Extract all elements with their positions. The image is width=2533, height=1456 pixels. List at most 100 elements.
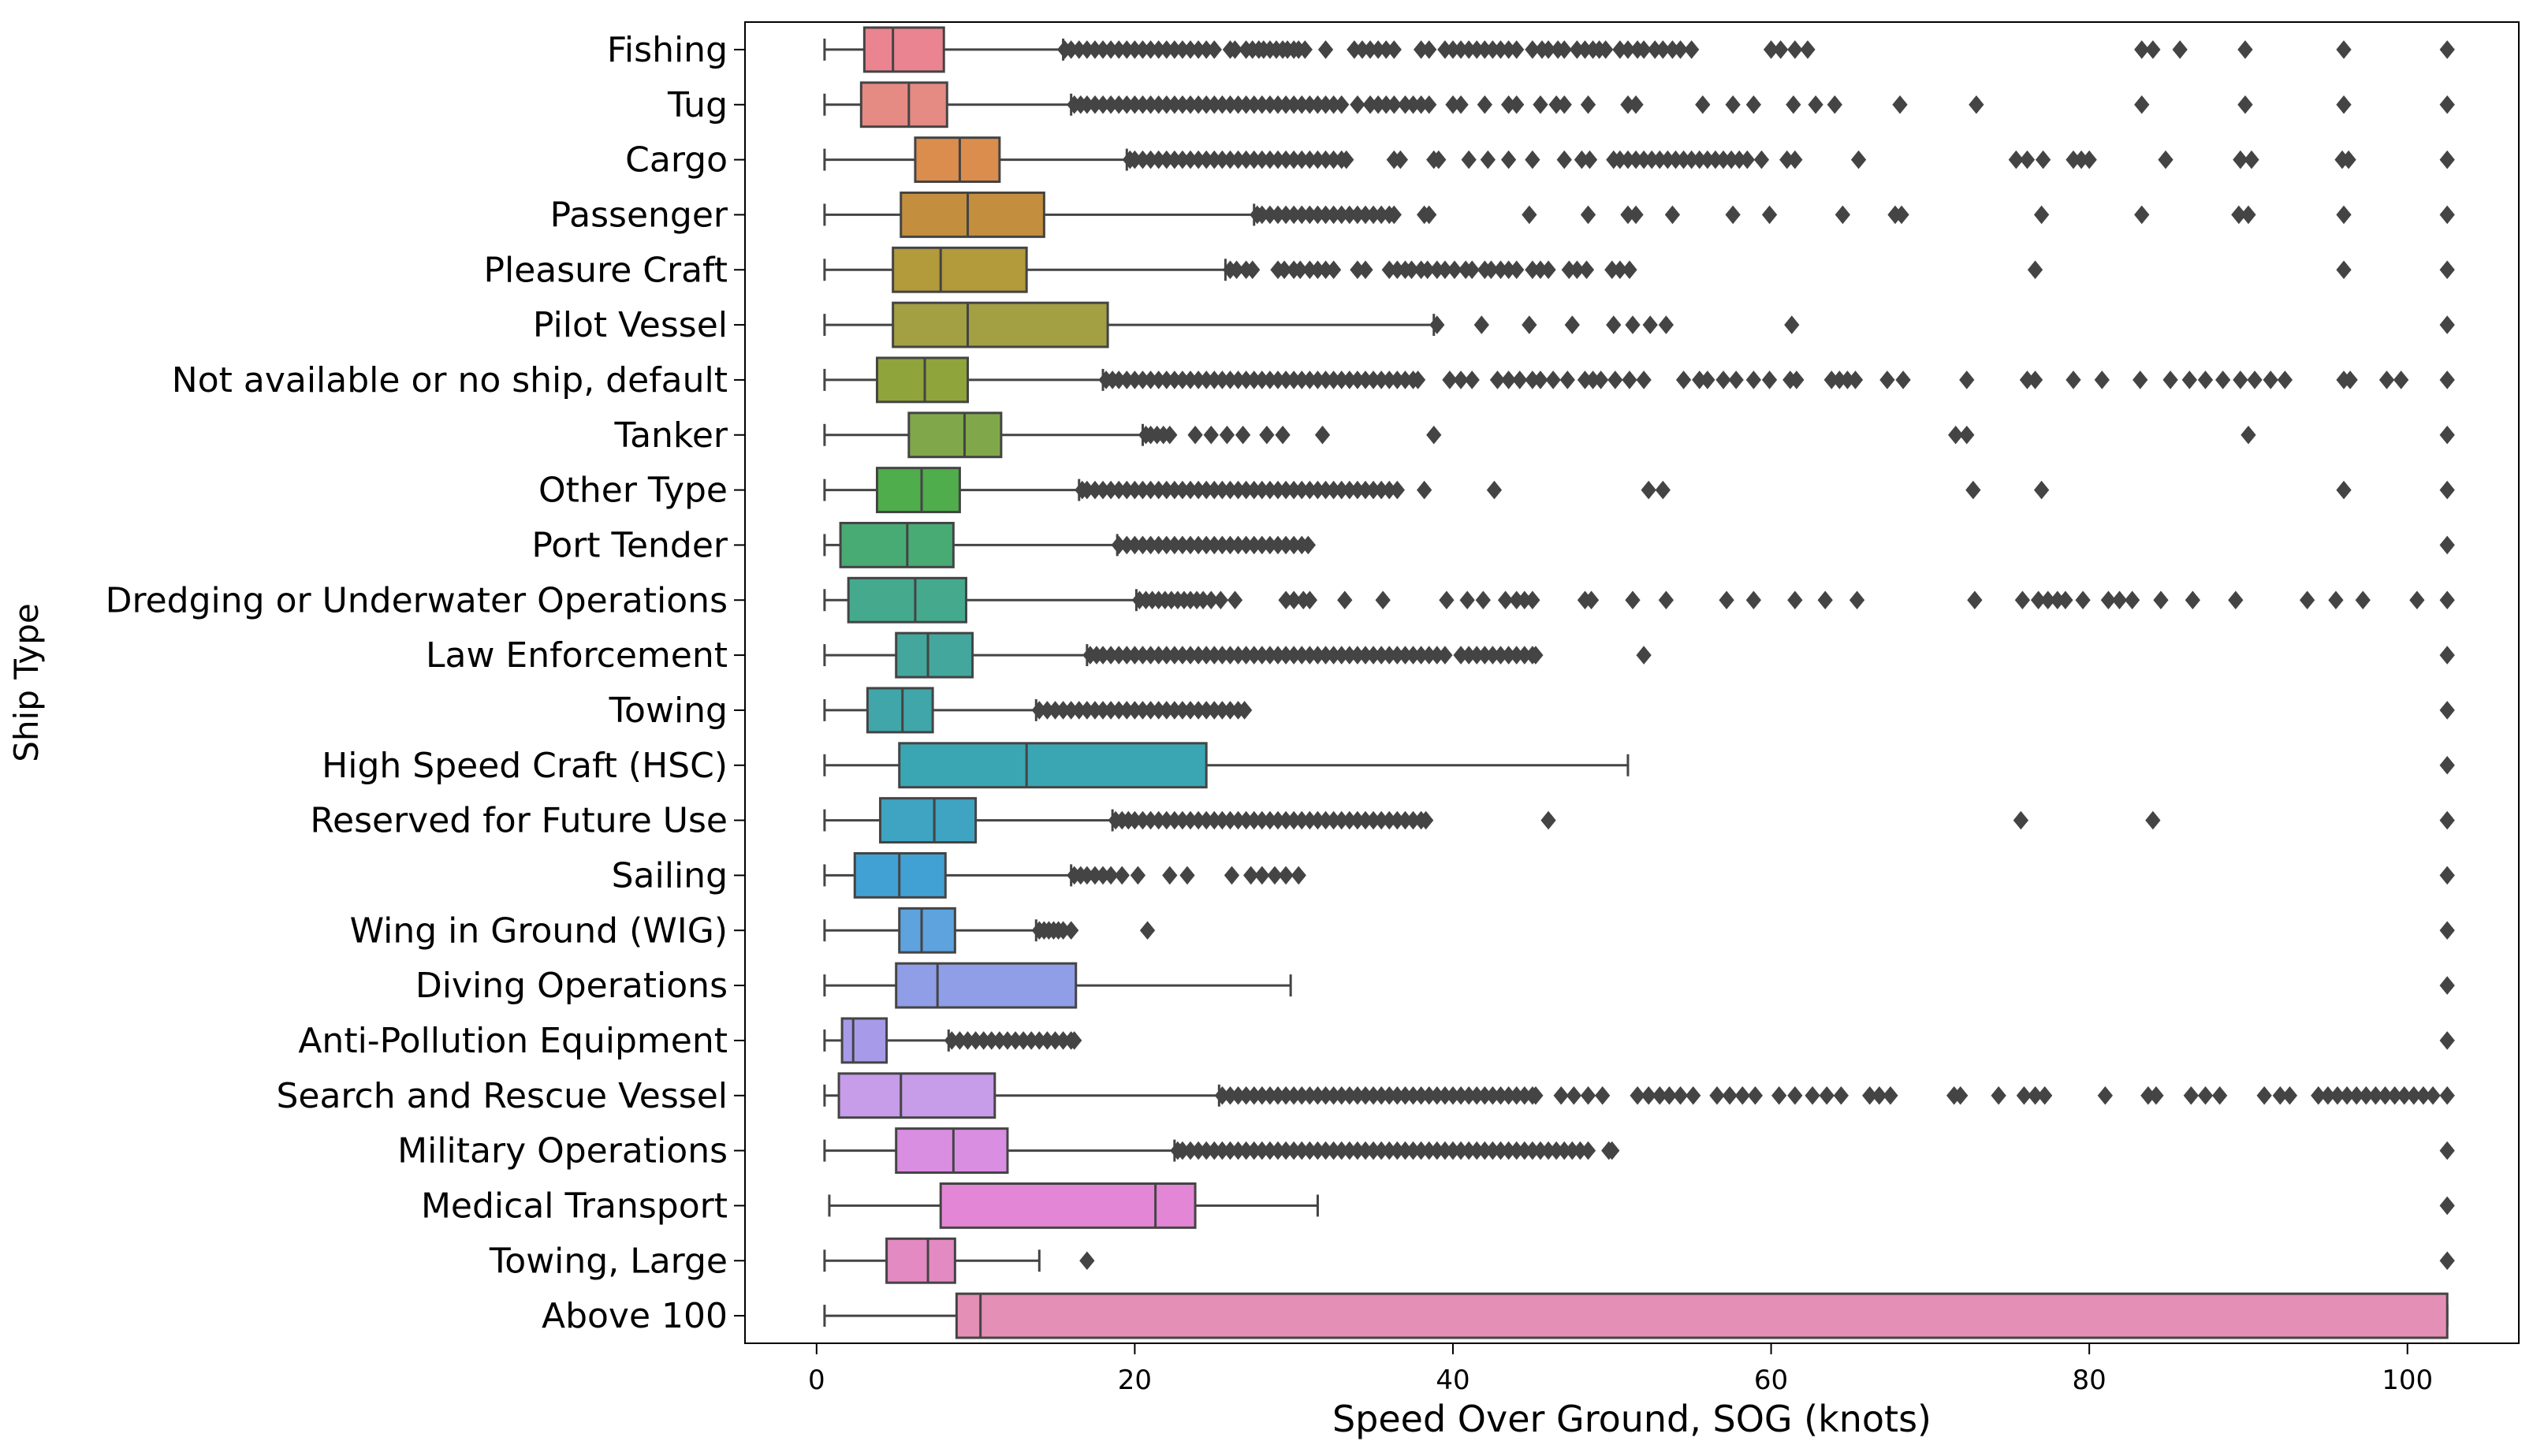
box-iqr xyxy=(859,81,948,128)
outlier-point xyxy=(1358,260,1373,280)
outlier-point xyxy=(1350,95,1365,114)
box-iqr xyxy=(895,962,1078,1009)
outlier-point xyxy=(1545,371,1561,389)
y-tick-label: Towing xyxy=(609,691,728,731)
outlier-point xyxy=(1417,480,1432,500)
y-tick-label: Anti-Pollution Equipment xyxy=(298,1021,728,1061)
outlier-point xyxy=(1522,205,1537,225)
outlier-point xyxy=(2439,646,2455,665)
box-group xyxy=(823,851,2455,899)
outlier-point xyxy=(1593,371,1609,389)
outlier-point xyxy=(1236,701,1253,720)
outlier-point xyxy=(1297,40,1313,59)
outlier-point xyxy=(1786,95,1801,114)
outlier-point xyxy=(1686,1085,1701,1105)
box-iqr xyxy=(837,1072,996,1119)
outlier-point xyxy=(1245,260,1261,280)
outlier-point xyxy=(2282,1085,2298,1105)
outlier-point xyxy=(1598,40,1614,59)
outlier-point xyxy=(1461,150,1477,169)
outlier-point xyxy=(2439,150,2455,169)
outlier-point xyxy=(1206,40,1222,59)
x-tick-label: 80 xyxy=(2073,1365,2106,1396)
outlier-point xyxy=(1162,866,1178,885)
outlier-point xyxy=(1604,1141,1620,1160)
outlier-point xyxy=(1179,866,1195,885)
outlier-point xyxy=(1477,95,1492,114)
y-tick-label: Pilot Vessel xyxy=(533,305,728,345)
outlier-point xyxy=(2145,40,2161,59)
outlier-point xyxy=(1389,480,1406,500)
box-iqr xyxy=(939,1182,1197,1229)
outlier-point xyxy=(2185,590,2200,610)
outlier-point xyxy=(1872,1085,1887,1105)
y-tick-label: Military Operations xyxy=(397,1131,728,1171)
outlier-point xyxy=(1528,1085,1544,1105)
outlier-point xyxy=(2134,205,2150,225)
outlier-point xyxy=(1722,1085,1738,1105)
box-iqr xyxy=(900,191,1045,238)
outlier-point xyxy=(2439,40,2455,59)
y-tick-label: Passenger xyxy=(550,195,728,235)
outlier-point xyxy=(1959,371,1975,389)
outlier-point xyxy=(1334,95,1350,114)
outlier-point xyxy=(2244,150,2259,169)
outlier-point xyxy=(1556,40,1572,59)
y-tick-label: Pleasure Craft xyxy=(483,250,728,290)
box-group xyxy=(823,26,2455,73)
outlier-point xyxy=(2111,590,2128,610)
box-iqr xyxy=(895,631,974,679)
y-tick-label: Fishing xyxy=(607,30,728,70)
outlier-point xyxy=(1753,150,1770,169)
outlier-point xyxy=(1509,95,1525,114)
outlier-point xyxy=(1533,95,1548,114)
outlier-point xyxy=(1734,1085,1750,1105)
outlier-point xyxy=(2215,371,2231,389)
outlier-point xyxy=(1386,40,1402,59)
outlier-point xyxy=(2100,590,2117,610)
outlier-point xyxy=(2439,535,2455,555)
outlier-point xyxy=(1675,371,1692,389)
outlier-point xyxy=(1278,866,1294,885)
outlier-point xyxy=(1528,646,1544,665)
outlier-point xyxy=(2336,95,2352,114)
outlier-point xyxy=(1641,480,1656,500)
outlier-point xyxy=(1267,866,1283,885)
x-tick-label: 100 xyxy=(2382,1365,2433,1396)
outlier-point xyxy=(2027,260,2043,280)
outlier-point xyxy=(1879,371,1895,389)
box-iqr xyxy=(866,687,934,734)
outlier-point xyxy=(1835,205,1851,225)
outlier-point xyxy=(1314,425,1331,445)
box-iqr xyxy=(914,136,1001,184)
outlier-point xyxy=(1243,866,1259,885)
outlier-point xyxy=(1317,40,1334,59)
outlier-point xyxy=(1553,1085,1569,1105)
y-axis-label: Ship Type xyxy=(7,603,46,762)
outlier-point xyxy=(1227,590,1243,610)
outlier-point xyxy=(2247,371,2263,389)
box-iqr xyxy=(839,521,955,568)
outlier-point xyxy=(1410,371,1426,389)
y-tick-label: Sailing xyxy=(612,855,728,896)
outlier-point xyxy=(1773,40,1789,59)
outlier-point xyxy=(2425,1085,2441,1105)
x-axis-label: Speed Over Ground, SOG (knots) xyxy=(1332,1398,1931,1440)
outlier-point xyxy=(2197,371,2214,389)
outlier-point xyxy=(1625,590,1641,610)
outlier-point xyxy=(1745,371,1762,389)
outlier-point xyxy=(2439,1031,2455,1050)
outlier-point xyxy=(1429,315,1445,334)
outlier-point xyxy=(1658,315,1674,334)
y-tick-label: Tanker xyxy=(613,415,728,456)
outlier-point xyxy=(1787,150,1803,169)
outlier-point xyxy=(1595,1085,1611,1105)
outlier-point xyxy=(2237,40,2253,59)
outlier-point xyxy=(2439,1141,2455,1160)
outlier-point xyxy=(1464,371,1480,389)
box-iqr xyxy=(892,246,1028,293)
outlier-point xyxy=(1787,590,1803,610)
box-group xyxy=(823,797,2455,844)
outlier-point xyxy=(1771,1085,1787,1105)
outlier-point xyxy=(2013,810,2029,830)
